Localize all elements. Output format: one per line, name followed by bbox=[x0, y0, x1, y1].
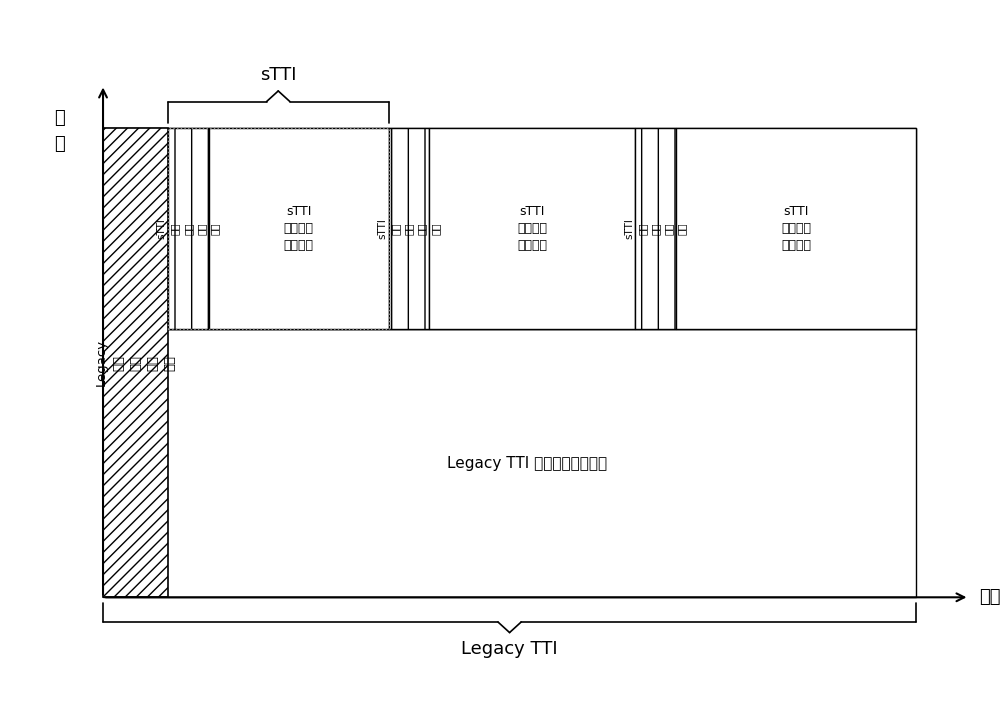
Text: 时间: 时间 bbox=[979, 588, 1000, 606]
Bar bbox=[103, 329, 916, 598]
Text: 率: 率 bbox=[54, 135, 65, 153]
Bar bbox=[676, 128, 916, 329]
Text: sTTI
下行
控制
信道
资源: sTTI 下行 控制 信道 资源 bbox=[157, 218, 220, 239]
Bar bbox=[103, 128, 168, 598]
Bar bbox=[209, 128, 389, 329]
Bar bbox=[168, 128, 389, 329]
Text: sTTI
下行
控制
信道
资源: sTTI 下行 控制 信道 资源 bbox=[624, 218, 687, 239]
Bar bbox=[168, 128, 209, 329]
Bar bbox=[429, 128, 635, 329]
Text: sTTI: sTTI bbox=[260, 66, 296, 84]
Text: sTTI
下行数据
信道资源: sTTI 下行数据 信道资源 bbox=[781, 205, 811, 252]
Text: sTTI
下行
控制
信道
资源: sTTI 下行 控制 信道 资源 bbox=[378, 218, 440, 239]
Bar bbox=[635, 128, 676, 329]
Text: sTTI
下行数据
信道资源: sTTI 下行数据 信道资源 bbox=[284, 205, 314, 252]
Text: Legacy TTI: Legacy TTI bbox=[461, 639, 558, 658]
Text: Legacy
下行
控制
信道
资源: Legacy 下行 控制 信道 资源 bbox=[95, 339, 176, 387]
Bar bbox=[389, 128, 429, 329]
Text: sTTI
下行数据
信道资源: sTTI 下行数据 信道资源 bbox=[517, 205, 547, 252]
Text: 频: 频 bbox=[54, 109, 65, 127]
Bar bbox=[103, 128, 916, 329]
Text: Legacy TTI 下行数据信道资源: Legacy TTI 下行数据信道资源 bbox=[447, 456, 607, 471]
